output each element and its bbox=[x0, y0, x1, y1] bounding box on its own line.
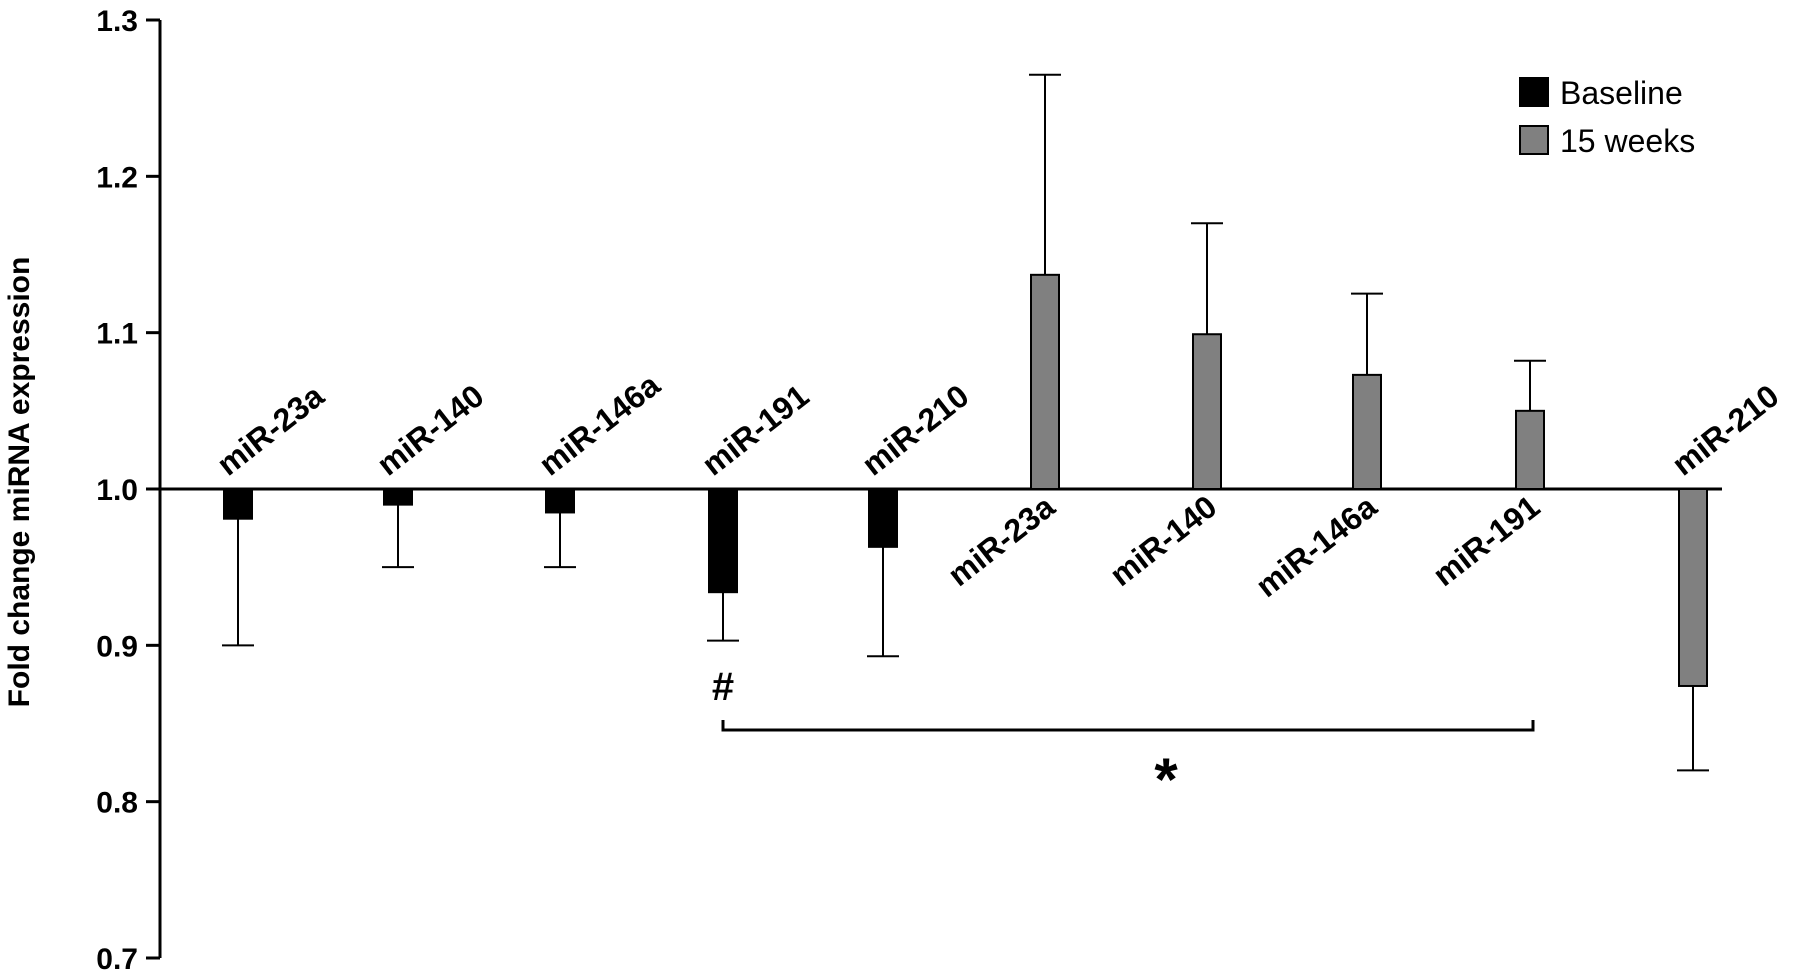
y-tick-label: 1.2 bbox=[96, 161, 138, 194]
legend-label: Baseline bbox=[1560, 75, 1683, 111]
y-tick-label: 0.8 bbox=[96, 787, 138, 820]
bar bbox=[1678, 488, 1708, 687]
legend-swatch bbox=[1519, 77, 1549, 107]
category-label: miR-146a bbox=[532, 366, 666, 482]
legend: Baseline 15 weeks bbox=[1519, 75, 1695, 159]
category-label: miR-210 bbox=[1665, 377, 1785, 482]
category-label: miR-146a bbox=[1249, 488, 1383, 604]
y-tick-label: 0.9 bbox=[96, 630, 138, 663]
significance-bracket bbox=[721, 720, 1535, 732]
bars bbox=[222, 73, 1709, 772]
y-tick-label: 1.3 bbox=[96, 5, 138, 38]
bar bbox=[708, 488, 738, 594]
bar bbox=[1030, 273, 1060, 490]
legend-label: 15 weeks bbox=[1560, 123, 1695, 159]
category-label: miR-140 bbox=[370, 377, 490, 482]
y-tick-label: 1.0 bbox=[96, 474, 138, 507]
significance-annotations: # * bbox=[712, 665, 1535, 813]
annotation-star: * bbox=[1154, 746, 1178, 813]
y-axis: 0.7 0.8 0.9 1.0 1.1 1.2 1.3 bbox=[96, 5, 1722, 976]
category-label: miR-23a bbox=[941, 488, 1061, 593]
category-label: miR-23a bbox=[210, 377, 330, 482]
category-label: miR-191 bbox=[695, 377, 815, 482]
bar bbox=[1515, 409, 1545, 491]
bar bbox=[545, 488, 575, 514]
category-label: miR-191 bbox=[1426, 488, 1546, 593]
legend-swatch bbox=[1519, 125, 1549, 155]
y-tick-label: 0.7 bbox=[96, 943, 138, 976]
category-label: miR-210 bbox=[855, 377, 975, 482]
annotation-hash: # bbox=[712, 665, 734, 709]
category-label: miR-140 bbox=[1103, 488, 1223, 593]
category-labels: miR-23a miR-140 miR-146a miR-191 miR-210miR-… bbox=[210, 366, 1785, 604]
bar bbox=[223, 488, 253, 520]
y-axis-title: Fold change miRNA expression bbox=[3, 257, 36, 708]
y-tick-label: 1.1 bbox=[96, 318, 138, 351]
bar bbox=[383, 488, 413, 506]
bar bbox=[868, 488, 898, 548]
bar bbox=[1192, 333, 1222, 491]
bar bbox=[1352, 373, 1382, 491]
